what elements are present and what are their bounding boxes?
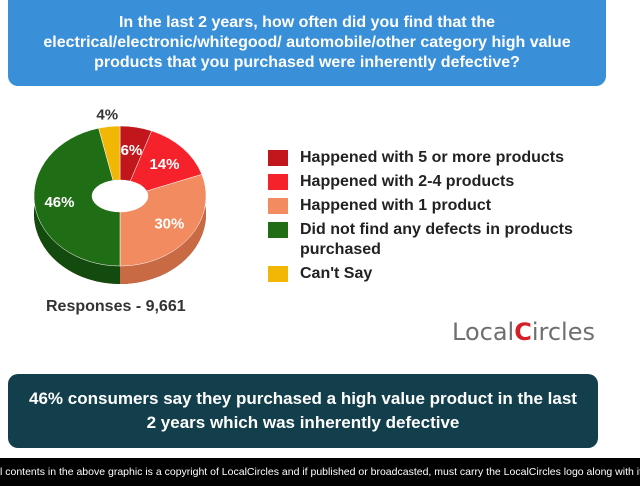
legend-swatch [268, 174, 288, 190]
slice-data-label: 6% [121, 142, 143, 159]
legend-label: Happened with 5 or more products [300, 149, 565, 166]
donut-chart: 6% 14% 30% 46% 4% [33, 107, 207, 284]
legend-swatch [268, 198, 288, 214]
legend-label: Can't Say [300, 265, 373, 282]
slice-data-label: 4% [96, 107, 118, 124]
slice-data-label: 14% [149, 156, 179, 173]
legend-swatch [268, 222, 288, 238]
chart-legend: Happened with 5 or more products Happene… [268, 148, 588, 288]
copyright-text: l contents in the above graphic is a cop… [0, 466, 640, 478]
legend-label: Happened with 1 product [300, 197, 492, 214]
logo-text-local: Local [452, 318, 515, 346]
slice-data-label: 30% [154, 216, 184, 233]
legend-item: Happened with 2-4 products [268, 172, 588, 192]
legend-item: Happened with 5 or more products [268, 148, 588, 168]
logo-text-ircles: ircles [531, 318, 595, 346]
copyright-footer: l contents in the above graphic is a cop… [0, 458, 640, 486]
legend-swatch [268, 266, 288, 282]
summary-banner: 46% consumers say they purchased a high … [8, 374, 598, 448]
question-text: In the last 2 years, how often did you f… [43, 14, 571, 71]
legend-label: Happened with 2-4 products [300, 173, 515, 190]
donut-hole [92, 180, 148, 212]
legend-item: Happened with 1 product [268, 196, 588, 216]
logo-pin-icon: C [514, 318, 532, 346]
donut-slice-side [120, 174, 206, 284]
question-banner: In the last 2 years, how often did you f… [8, 0, 606, 86]
responses-count: Responses - 9,661 [46, 298, 186, 315]
legend-item: Did not find any defects in products pur… [268, 220, 588, 260]
slice-data-label: 46% [44, 194, 74, 211]
legend-swatch [268, 150, 288, 166]
legend-label: Did not find any defects in products pur… [300, 221, 573, 258]
localcircles-logo: LocalCircles [452, 318, 602, 358]
legend-item: Can't Say [268, 264, 588, 284]
summary-text: 46% consumers say they purchased a high … [29, 389, 577, 432]
